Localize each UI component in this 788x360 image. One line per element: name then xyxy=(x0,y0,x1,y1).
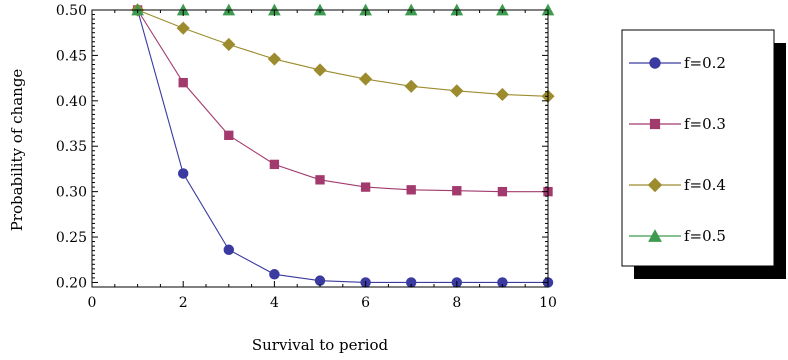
y-tick-label: 0.35 xyxy=(56,139,87,155)
data-point-series-2 xyxy=(224,130,234,141)
y-tick-label: 0.50 xyxy=(56,3,87,19)
x-tick-label: 6 xyxy=(361,295,370,311)
y-tick-label: 0.30 xyxy=(56,185,87,201)
plot-frame xyxy=(91,9,549,288)
series-line-2 xyxy=(137,9,548,193)
data-point-series-3 xyxy=(267,52,281,66)
legend-label-1: f=0.2 xyxy=(684,54,726,72)
data-point-series-3 xyxy=(222,37,236,52)
y-tick-label: 0.25 xyxy=(56,230,87,246)
x-axis-title: Survival to period xyxy=(252,336,389,354)
x-tick-label: 8 xyxy=(452,295,461,311)
data-point-series-2 xyxy=(269,159,280,170)
data-point-series-2 xyxy=(360,182,371,192)
data-point-series-3 xyxy=(359,72,373,86)
data-point-series-1 xyxy=(223,244,235,255)
legend-box xyxy=(621,29,775,267)
data-point-series-1 xyxy=(405,277,417,288)
data-point-series-1 xyxy=(177,168,189,179)
legend-marker-4 xyxy=(648,229,662,242)
data-point-series-1 xyxy=(269,269,280,280)
data-point-series-2 xyxy=(406,185,416,195)
legend-marker-1 xyxy=(649,57,661,69)
y-tick-label: 0.20 xyxy=(56,275,87,291)
y-tick-label: 0.40 xyxy=(56,94,87,110)
data-point-series-1 xyxy=(497,277,508,288)
data-point-series-3 xyxy=(176,21,190,35)
data-point-series-3 xyxy=(450,84,464,98)
x-tick-label: 2 xyxy=(179,295,188,311)
data-point-series-2 xyxy=(497,186,508,197)
data-point-series-3 xyxy=(313,63,327,77)
x-tick-label: 10 xyxy=(539,295,557,311)
legend-label-4: f=0.5 xyxy=(684,227,726,245)
legend-marker-2 xyxy=(649,118,661,130)
y-axis-title: Probability of change xyxy=(8,69,26,232)
data-point-series-3 xyxy=(404,79,418,93)
data-point-series-2 xyxy=(178,77,188,88)
series-line-1 xyxy=(137,9,548,284)
legend-label-3: f=0.4 xyxy=(684,176,726,194)
data-point-series-3 xyxy=(495,87,509,102)
data-point-series-1 xyxy=(314,275,326,286)
x-tick-label: 4 xyxy=(270,295,279,311)
plot-area xyxy=(131,3,555,288)
data-point-series-2 xyxy=(452,186,462,196)
legend-marker-3 xyxy=(647,177,663,193)
legend-label-2: f=0.3 xyxy=(684,115,726,133)
series-line-3 xyxy=(137,9,549,97)
axes: 0 2 4 6 8 10 0.20 0.25 0.30 0.35 0.40 0.45 0.50 xyxy=(56,3,557,311)
y-tick-label: 0.45 xyxy=(56,48,87,64)
data-point-series-2 xyxy=(315,175,325,185)
x-tick-label: 0 xyxy=(88,295,97,311)
legend: f=0.2 f=0.3 f=0.4 f=0.5 xyxy=(621,29,786,279)
